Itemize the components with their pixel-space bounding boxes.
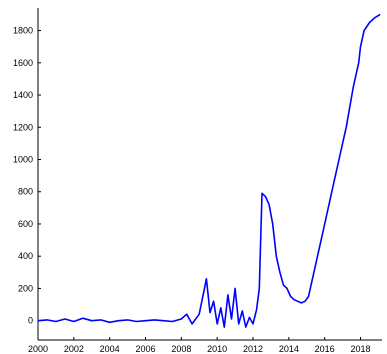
chart-axes xyxy=(37,8,382,341)
y-tick-label: 1000 xyxy=(13,154,33,164)
y-tick-label: 200 xyxy=(18,283,33,293)
series-line xyxy=(37,13,381,328)
y-tick-group: 0 200 400 600 800 1000 1200 1400 1600 1800 xyxy=(13,26,41,326)
x-tick-label: 2012 xyxy=(243,344,263,354)
x-tick-label: 2008 xyxy=(171,344,191,354)
x-tick-label: 2004 xyxy=(100,344,120,354)
x-tick-label: 2016 xyxy=(315,344,335,354)
y-tick-label: 1200 xyxy=(13,122,33,132)
y-tick-label: 600 xyxy=(18,219,33,229)
y-tick-label: 1600 xyxy=(13,58,33,68)
y-tick-label: 400 xyxy=(18,251,33,261)
x-tick-label: 2014 xyxy=(279,344,299,354)
y-tick-label: 1400 xyxy=(13,90,33,100)
x-tick-label: 2000 xyxy=(28,344,48,354)
y-tick-label: 0 xyxy=(28,316,33,326)
x-tick-group: 2000 2002 2004 2006 2008 2010 2012 2014 2016 2018 xyxy=(28,337,371,354)
x-tick-label: 2002 xyxy=(64,344,84,354)
x-tick-label: 2006 xyxy=(135,344,155,354)
y-tick-label: 1800 xyxy=(13,26,33,36)
series-group xyxy=(37,13,381,328)
x-tick-label: 2018 xyxy=(350,344,370,354)
x-tick-label: 2010 xyxy=(207,344,227,354)
y-tick-label: 800 xyxy=(18,187,33,197)
